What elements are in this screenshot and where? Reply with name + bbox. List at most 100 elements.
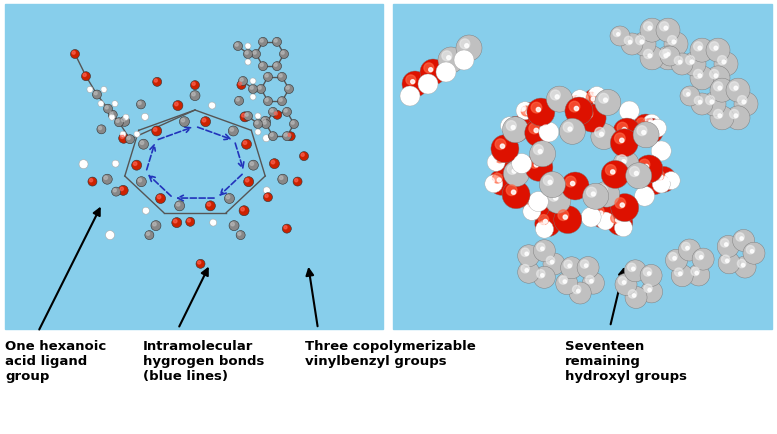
Circle shape	[263, 73, 273, 82]
Circle shape	[242, 114, 246, 118]
Circle shape	[236, 99, 239, 102]
Circle shape	[621, 225, 623, 228]
Circle shape	[511, 126, 515, 130]
Circle shape	[586, 276, 594, 284]
Circle shape	[588, 214, 591, 217]
Circle shape	[493, 174, 502, 184]
Circle shape	[638, 190, 645, 197]
Circle shape	[244, 177, 253, 187]
Circle shape	[658, 148, 661, 151]
Circle shape	[741, 264, 744, 267]
Circle shape	[246, 179, 249, 183]
Circle shape	[89, 179, 92, 182]
Circle shape	[643, 268, 652, 276]
Circle shape	[568, 128, 572, 132]
Circle shape	[465, 45, 469, 49]
Circle shape	[436, 63, 456, 83]
Circle shape	[79, 160, 88, 169]
Circle shape	[549, 192, 559, 202]
Circle shape	[667, 36, 677, 46]
Circle shape	[124, 116, 126, 118]
Circle shape	[121, 119, 125, 122]
Circle shape	[584, 264, 587, 268]
Circle shape	[516, 102, 534, 120]
Circle shape	[536, 108, 541, 112]
Circle shape	[694, 70, 702, 79]
Circle shape	[601, 161, 629, 189]
Circle shape	[736, 233, 744, 242]
Circle shape	[718, 87, 722, 91]
Circle shape	[245, 114, 248, 117]
Circle shape	[591, 193, 595, 197]
Circle shape	[622, 160, 625, 164]
Text: Seventeen
remaining
hydroxyl groups: Seventeen remaining hydroxyl groups	[565, 339, 687, 382]
Circle shape	[678, 240, 700, 261]
Circle shape	[425, 82, 427, 85]
Circle shape	[250, 87, 253, 90]
Circle shape	[654, 126, 657, 128]
Circle shape	[98, 102, 104, 108]
Circle shape	[173, 220, 177, 224]
Circle shape	[286, 132, 295, 141]
Circle shape	[269, 132, 277, 141]
Circle shape	[644, 285, 652, 293]
Circle shape	[502, 181, 530, 209]
Circle shape	[103, 105, 113, 114]
Circle shape	[531, 103, 542, 114]
Circle shape	[640, 19, 664, 43]
Circle shape	[681, 243, 690, 251]
Circle shape	[674, 57, 683, 66]
Circle shape	[503, 161, 529, 187]
Circle shape	[720, 239, 729, 247]
Circle shape	[635, 156, 663, 184]
Circle shape	[143, 115, 145, 118]
Circle shape	[258, 87, 261, 90]
Circle shape	[270, 110, 274, 113]
Circle shape	[528, 192, 549, 212]
Circle shape	[181, 119, 185, 123]
Circle shape	[550, 91, 560, 101]
Circle shape	[110, 112, 113, 116]
Circle shape	[539, 172, 566, 198]
Circle shape	[265, 195, 268, 198]
Circle shape	[406, 93, 409, 96]
Circle shape	[141, 114, 148, 121]
Circle shape	[429, 69, 433, 72]
Circle shape	[718, 115, 722, 118]
Circle shape	[243, 112, 253, 121]
Circle shape	[722, 61, 726, 65]
Circle shape	[134, 132, 140, 138]
Circle shape	[114, 118, 124, 128]
Circle shape	[512, 170, 516, 174]
Circle shape	[200, 117, 211, 127]
Circle shape	[611, 214, 621, 224]
Circle shape	[256, 85, 266, 94]
Circle shape	[192, 93, 195, 97]
Circle shape	[259, 38, 267, 47]
Circle shape	[671, 54, 693, 76]
Circle shape	[635, 187, 654, 207]
Circle shape	[674, 268, 683, 277]
Circle shape	[225, 194, 235, 204]
Circle shape	[542, 227, 544, 230]
Circle shape	[175, 201, 185, 211]
Circle shape	[710, 107, 734, 131]
Circle shape	[660, 23, 669, 32]
Circle shape	[525, 269, 528, 272]
Circle shape	[438, 48, 464, 74]
Circle shape	[277, 175, 287, 185]
Circle shape	[730, 110, 739, 119]
Circle shape	[709, 70, 719, 79]
Circle shape	[299, 152, 308, 161]
Circle shape	[99, 127, 102, 130]
Circle shape	[495, 140, 506, 150]
Circle shape	[264, 137, 267, 139]
Circle shape	[641, 194, 644, 197]
Circle shape	[253, 120, 263, 129]
Circle shape	[274, 112, 277, 116]
Circle shape	[210, 220, 217, 227]
Circle shape	[281, 52, 284, 55]
Circle shape	[718, 56, 726, 66]
Circle shape	[629, 41, 632, 45]
Circle shape	[507, 185, 517, 196]
